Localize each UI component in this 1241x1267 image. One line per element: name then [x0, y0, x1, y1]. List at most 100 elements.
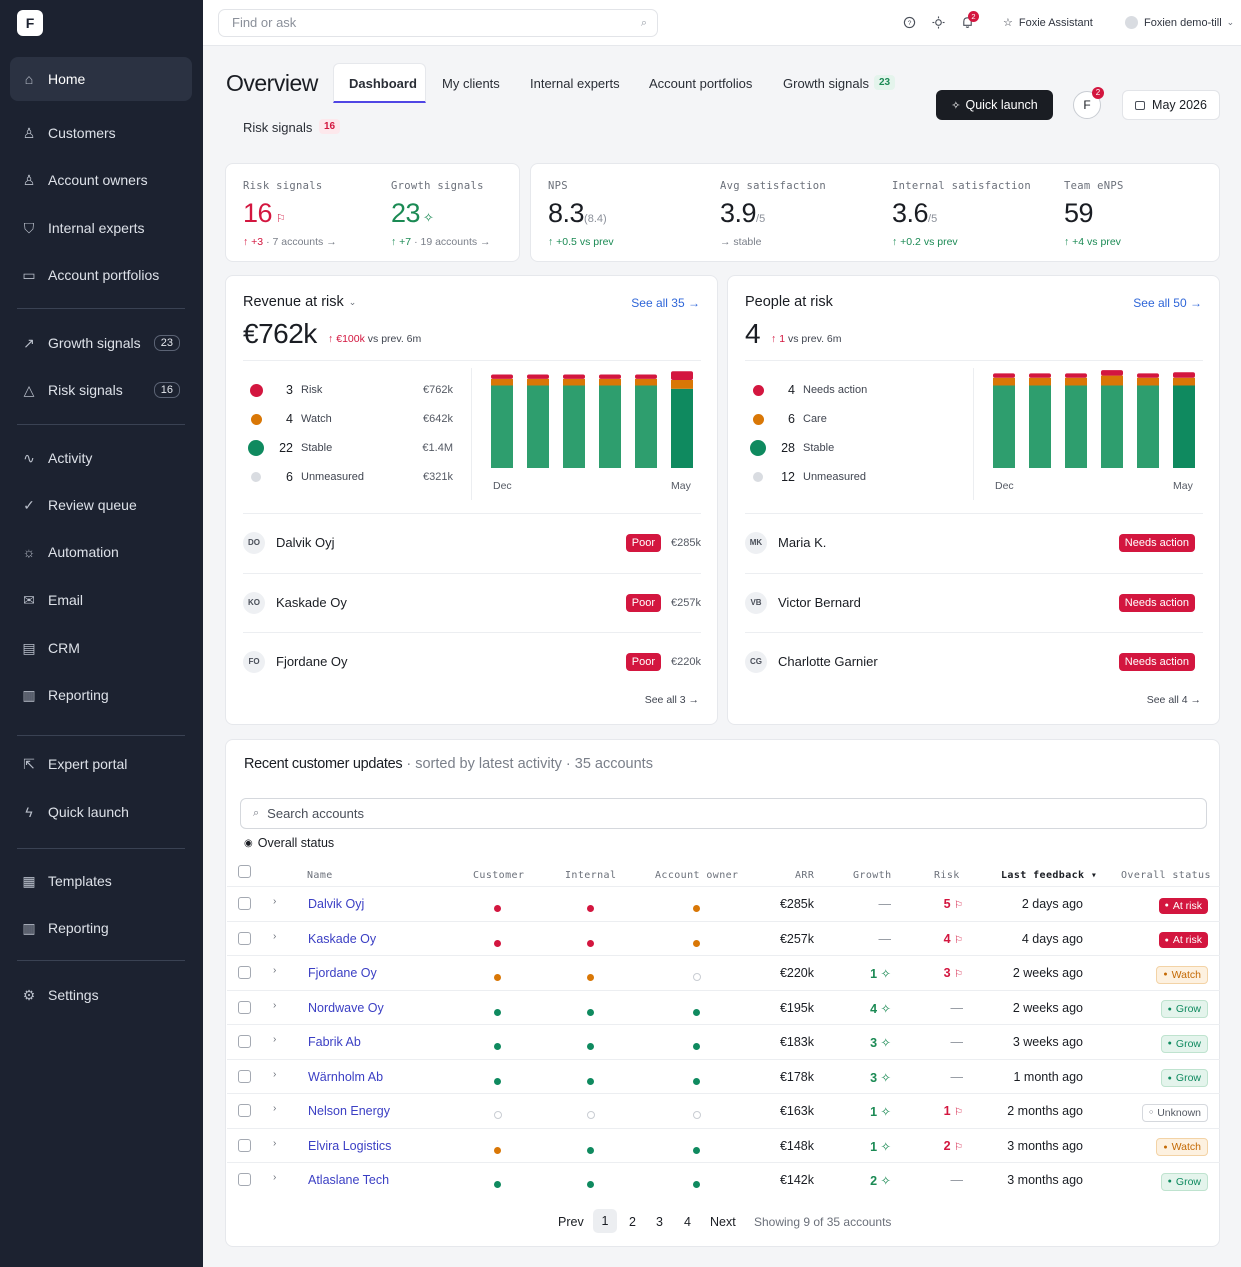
- sidebar-item-internal-experts[interactable]: ⛉ Internal experts: [10, 206, 192, 250]
- user-avatar[interactable]: F 2: [1073, 87, 1104, 119]
- row-checkbox[interactable]: [238, 1173, 251, 1186]
- tab-account-portfolios[interactable]: Account portfolios: [649, 76, 753, 91]
- people-footer-link[interactable]: See all 4 →: [1146, 694, 1201, 706]
- kpi-risk-signals[interactable]: Risk signals 16 ⚐ ↑ +3 · 7 accounts →: [243, 180, 337, 248]
- table-row[interactable]: › Fjordane Oy €220k 1 ✧ 3 ⚐ 2 weeks ago ● Watch: [227, 955, 1220, 989]
- sidebar-item-risk-signals[interactable]: △ Risk signals 16: [10, 368, 192, 412]
- table-row[interactable]: › Elvira Logistics €148k 1 ✧ 2 ⚐ 3 months ago…: [227, 1127, 1220, 1162]
- at-risk-person-row[interactable]: CG Charlotte Garnier Needs action: [745, 632, 1203, 690]
- revenue-see-all-link[interactable]: See all 35 →: [631, 296, 700, 310]
- expand-chevron-icon[interactable]: ›: [273, 896, 277, 907]
- sidebar-item-account-portfolios[interactable]: ▭ Account portfolios: [10, 253, 192, 297]
- table-row[interactable]: › Wärnholm Ab €178k 3 ✧ — 1 month ago ● Grow: [227, 1058, 1220, 1093]
- col-account-owner[interactable]: Account owner: [655, 870, 739, 881]
- sidebar-item-reporting[interactable]: ▥ Reporting: [10, 673, 192, 717]
- page-1[interactable]: 1: [593, 1209, 617, 1233]
- kpi-growth-signals[interactable]: Growth signals 23 ✧ ↑ +7 · 19 accounts →: [391, 180, 491, 248]
- quick-launch-button[interactable]: ✧ Quick launch: [936, 90, 1053, 120]
- row-checkbox[interactable]: [238, 1138, 251, 1152]
- col-name[interactable]: Name: [307, 870, 333, 881]
- global-search-input[interactable]: Find or ask ⌕: [218, 9, 658, 37]
- row-checkbox[interactable]: [238, 1000, 251, 1014]
- sidebar-item-review-queue[interactable]: ✓ Review queue: [10, 483, 192, 527]
- expand-chevron-icon[interactable]: ›: [273, 965, 277, 976]
- account-name-link[interactable]: Atlaslane Tech: [308, 1173, 390, 1187]
- sidebar-item-account-owners[interactable]: ♙ Account owners: [10, 158, 192, 202]
- legend-row-stable[interactable]: 22 Stable €1.4M: [243, 438, 453, 458]
- legend-row-risk[interactable]: 3 Risk €762k: [243, 380, 453, 400]
- col-risk[interactable]: Risk: [934, 870, 960, 881]
- app-logo[interactable]: F: [17, 10, 43, 36]
- row-checkbox[interactable]: [238, 931, 251, 945]
- col-overall-status[interactable]: Overall status: [1121, 870, 1211, 881]
- sidebar-item-reporting[interactable]: ▥ Reporting: [10, 906, 192, 950]
- col-customer[interactable]: Customer: [473, 870, 525, 881]
- select-all-checkbox[interactable]: [238, 865, 251, 878]
- overall-status-filter[interactable]: ◉ Overall status: [244, 836, 334, 850]
- table-row[interactable]: › Fabrik Ab €183k 3 ✧ — 3 weeks ago ● Grow: [227, 1024, 1220, 1058]
- account-name-link[interactable]: Fabrik Ab: [308, 1035, 361, 1049]
- expand-chevron-icon[interactable]: ›: [273, 999, 277, 1011]
- col-arr[interactable]: ARR: [795, 870, 815, 881]
- legend-row-unmeasured[interactable]: 6 Unmeasured €321k: [243, 467, 453, 487]
- table-row[interactable]: › Nelson Energy €163k 1 ✧ 1 ⚐ 2 months ago ○ Un…: [227, 1093, 1220, 1127]
- help-icon[interactable]: ?: [903, 16, 916, 29]
- sidebar-item-growth-signals[interactable]: ↗ Growth signals 23: [10, 321, 192, 365]
- account-name-link[interactable]: Elvira Logistics: [308, 1138, 392, 1153]
- legend-row-care[interactable]: 6 Care: [745, 409, 955, 429]
- tab-dashboard[interactable]: [333, 63, 426, 103]
- theme-toggle-icon[interactable]: [932, 16, 945, 29]
- row-checkbox[interactable]: [238, 1069, 251, 1083]
- expand-chevron-icon[interactable]: ›: [273, 1068, 277, 1080]
- account-name-link[interactable]: Wärnholm Ab: [308, 1069, 384, 1084]
- row-checkbox[interactable]: [238, 1035, 251, 1048]
- expand-chevron-icon[interactable]: ›: [273, 1103, 277, 1114]
- legend-row-unmeasured[interactable]: 12 Unmeasured: [745, 467, 955, 487]
- pagination-next[interactable]: Next: [710, 1215, 736, 1229]
- sidebar-item-activity[interactable]: ∿ Activity: [10, 436, 192, 480]
- expand-chevron-icon[interactable]: ›: [273, 1034, 277, 1045]
- row-checkbox[interactable]: [238, 897, 251, 910]
- tab-risk-signals[interactable]: Risk signals: [243, 120, 313, 135]
- sidebar-item-crm[interactable]: ▤ CRM: [10, 626, 192, 670]
- tab-growth-signals[interactable]: Growth signals: [783, 76, 869, 91]
- row-checkbox[interactable]: [238, 966, 251, 979]
- at-risk-account-row[interactable]: DO Dalvik Oyj Poor €285k: [243, 513, 701, 571]
- at-risk-account-row[interactable]: KO Kaskade Oy Poor €257k: [243, 573, 701, 631]
- at-risk-person-row[interactable]: VB Victor Bernard Needs action: [745, 573, 1203, 631]
- date-picker-button[interactable]: May 2026: [1122, 90, 1220, 120]
- legend-row-stable[interactable]: 28 Stable: [745, 438, 955, 458]
- pagination-prev[interactable]: Prev: [558, 1215, 584, 1229]
- table-row[interactable]: › Kaskade Oy €257k — 4 ⚐ 4 days ago ● At risk: [227, 920, 1220, 955]
- expand-chevron-icon[interactable]: ›: [273, 1137, 277, 1149]
- legend-row-watch[interactable]: 4 Watch €642k: [243, 409, 453, 429]
- tab-my-clients[interactable]: My clients: [442, 76, 500, 91]
- sidebar-item-expert-portal[interactable]: ⇱ Expert portal: [10, 742, 192, 786]
- account-name-link[interactable]: Nelson Energy: [308, 1104, 390, 1118]
- account-name-link[interactable]: Fjordane Oy: [308, 966, 377, 980]
- account-name-link[interactable]: Dalvik Oyj: [308, 897, 365, 911]
- revenue-title[interactable]: Revenue at risk ⌄: [243, 294, 356, 310]
- expand-chevron-icon[interactable]: ›: [273, 930, 277, 942]
- account-name-link[interactable]: Kaskade Oy: [308, 931, 377, 946]
- legend-row-needs-action[interactable]: 4 Needs action: [745, 380, 955, 400]
- notifications-bell-icon[interactable]: 2: [961, 11, 979, 29]
- sidebar-item-customers[interactable]: ♙ Customers: [10, 111, 192, 155]
- sidebar-item-quick-launch[interactable]: ϟ Quick launch: [10, 790, 192, 834]
- at-risk-person-row[interactable]: MK Maria K. Needs action: [745, 513, 1203, 571]
- tab-internal-experts[interactable]: Internal experts: [530, 76, 620, 91]
- sidebar-item-settings[interactable]: ⚙ Settings: [10, 973, 192, 1017]
- accounts-search-input[interactable]: ⌕ Search accounts: [240, 798, 1207, 829]
- sidebar-item-home[interactable]: ⌂ Home: [10, 57, 192, 101]
- expand-chevron-icon[interactable]: ›: [273, 1172, 277, 1183]
- col-internal[interactable]: Internal: [565, 870, 617, 881]
- page-3[interactable]: 3: [656, 1215, 663, 1229]
- table-row[interactable]: › Dalvik Oyj €285k — 5 ⚐ 2 days ago ● At risk: [227, 886, 1220, 920]
- account-menu[interactable]: Foxien demo-till ⌄: [1125, 16, 1234, 29]
- row-checkbox[interactable]: [238, 1104, 251, 1117]
- people-see-all-link[interactable]: See all 50 →: [1133, 296, 1202, 310]
- sidebar-item-automation[interactable]: ☼ Automation: [10, 530, 192, 574]
- assistant-button[interactable]: ☆ Foxie Assistant: [1003, 16, 1093, 30]
- sidebar-item-email[interactable]: ✉ Email: [10, 578, 192, 622]
- account-name-link[interactable]: Nordwave Oy: [308, 1000, 384, 1015]
